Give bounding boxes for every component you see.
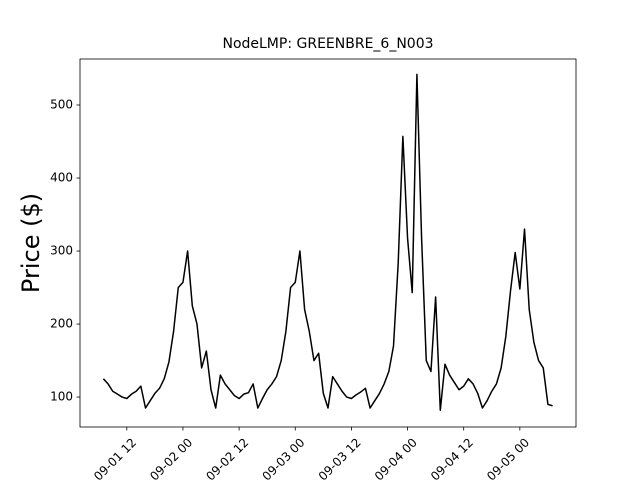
y-tick-label: 500 bbox=[50, 98, 73, 112]
x-tick-label: 09-03 12 bbox=[316, 435, 364, 480]
x-tick-label: 09-02 12 bbox=[203, 435, 251, 480]
price-line bbox=[102, 73, 553, 411]
plot-frame bbox=[79, 58, 577, 428]
x-tick-label: 09-02 00 bbox=[147, 435, 195, 480]
x-tick-label: 09-05 00 bbox=[484, 435, 532, 480]
x-tick-label: 09-04 00 bbox=[372, 435, 420, 480]
y-tick-label: 400 bbox=[50, 171, 73, 185]
y-tick-label: 100 bbox=[50, 390, 73, 404]
y-tick-label: 200 bbox=[50, 317, 73, 331]
y-tick-label: 300 bbox=[50, 244, 73, 258]
chart-title: NodeLMP: GREENBRE_6_N003 bbox=[222, 36, 433, 52]
x-tick-label: 09-04 12 bbox=[428, 435, 476, 480]
y-axis-label: Price ($) bbox=[17, 193, 45, 293]
x-tick-label: 09-01 12 bbox=[91, 435, 139, 480]
x-tick-label: 09-03 00 bbox=[260, 435, 308, 480]
